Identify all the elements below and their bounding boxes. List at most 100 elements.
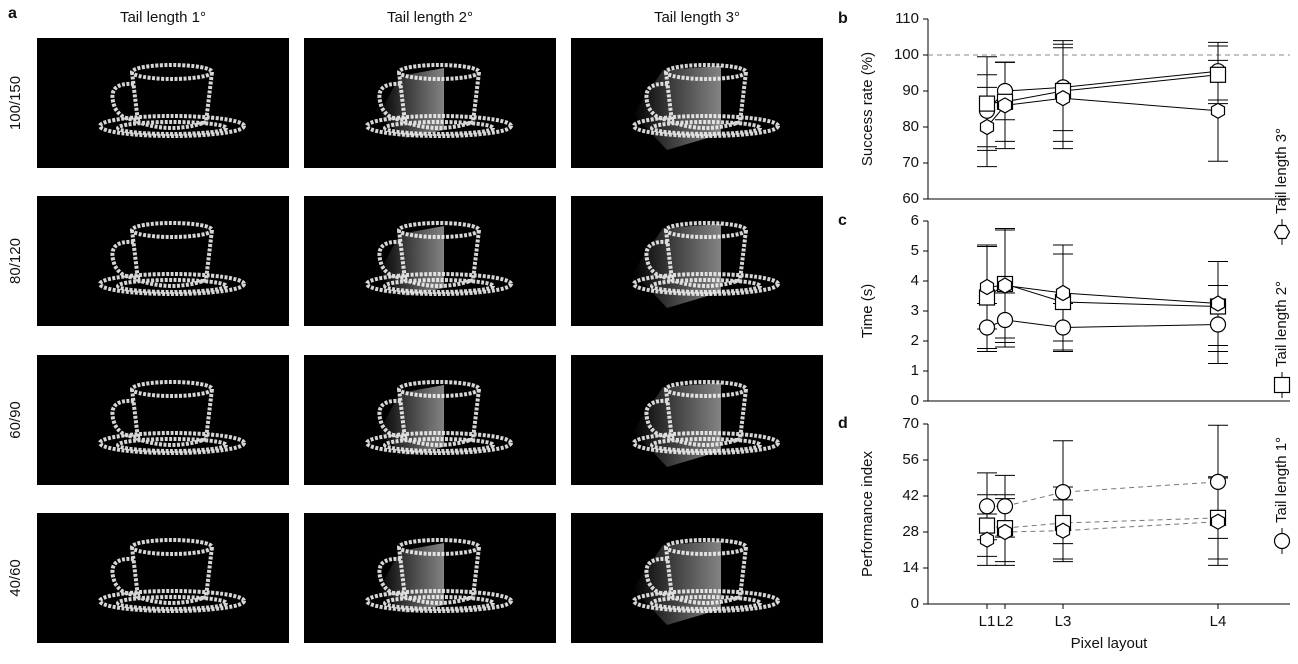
stimulus-image [35, 353, 291, 487]
y-tick-label: 90 [902, 82, 919, 99]
row-label: 100/150 [7, 76, 24, 130]
tail [633, 66, 721, 150]
stimulus-image [302, 36, 558, 170]
cup-image [35, 353, 291, 487]
tail [378, 385, 444, 455]
panel-letter: d [838, 415, 848, 432]
marker-circle [1054, 319, 1072, 336]
legend-item: Tail length 1° [1273, 437, 1291, 554]
series-line [986, 284, 1219, 304]
y-tick-label: 70 [902, 154, 919, 171]
y-tick-label: 0 [911, 392, 919, 409]
marker-hexagon [997, 277, 1013, 294]
stimulus-image [302, 511, 558, 645]
stimulus-image [35, 36, 291, 170]
y-tick-label: 4 [911, 272, 919, 289]
series-line [986, 97, 1219, 128]
y-tick-label: 1 [911, 362, 919, 379]
row-label: 60/90 [7, 401, 24, 439]
marker-hexagon [1055, 284, 1071, 302]
tail [633, 383, 721, 467]
tail [633, 541, 721, 625]
legend-item: Tail length 3° [1273, 128, 1291, 245]
marker-square [1273, 376, 1291, 394]
series-line [986, 521, 1219, 541]
marker-circle [978, 498, 996, 515]
stimulus-image [302, 353, 558, 487]
tail [378, 68, 444, 138]
series-line [986, 517, 1219, 529]
row-label: 80/120 [7, 238, 24, 284]
marker-circle [996, 311, 1014, 329]
marker-hexagon [1210, 102, 1226, 119]
marker-hexagon [1055, 522, 1071, 539]
y-tick-label: 70 [902, 415, 919, 432]
marker-square [978, 95, 996, 112]
marker-hexagon [997, 97, 1013, 114]
panel-letter: b [838, 10, 848, 27]
marker-circle [996, 498, 1014, 515]
y-axis-label: Success rate (%) [859, 52, 876, 166]
x-tick-label: L2 [997, 613, 1014, 630]
stimulus-image [569, 36, 825, 170]
y-tick-label: 60 [902, 190, 919, 207]
marker-circle [1209, 316, 1227, 333]
tail [378, 226, 444, 296]
y-tick-label: 14 [902, 559, 919, 576]
panel-letter: a [8, 5, 17, 22]
y-tick-label: 2 [911, 332, 919, 349]
cup-image [35, 36, 291, 170]
column-header: Tail length 2° [387, 9, 473, 26]
marker-hexagon [979, 118, 995, 136]
y-tick-label: 5 [911, 242, 919, 259]
panel-letter: c [838, 212, 847, 229]
tail [378, 543, 444, 613]
y-tick-label: 80 [902, 118, 919, 135]
marker-circle [978, 319, 996, 336]
y-tick-label: 3 [911, 302, 919, 319]
y-tick-label: 0 [911, 595, 919, 612]
legend-label: Tail length 3° [1273, 128, 1290, 214]
cup-image [35, 194, 291, 328]
y-tick-label: 28 [902, 523, 919, 540]
marker-square [978, 517, 996, 534]
column-header: Tail length 1° [120, 9, 206, 26]
marker-hexagon [997, 523, 1013, 541]
marker-hexagon [979, 531, 995, 548]
stimulus-image [302, 194, 558, 328]
marker-hexagon [1273, 224, 1291, 240]
x-tick-label: L4 [1210, 613, 1227, 630]
marker-hexagon [1210, 295, 1226, 312]
stimulus-image [35, 511, 291, 645]
panel-a: a [8, 5, 17, 22]
marker-square [1209, 66, 1227, 83]
legend-item: Tail length 2° [1273, 281, 1291, 398]
y-tick-label: 56 [902, 451, 919, 468]
marker-hexagon [1055, 90, 1071, 107]
marker-circle [1209, 473, 1227, 490]
y-tick-label: 6 [911, 212, 919, 229]
y-tick-label: 100 [894, 46, 919, 63]
marker-hexagon [1210, 513, 1226, 530]
x-axis-label: Pixel layout [1071, 635, 1149, 652]
row-label: 40/60 [7, 559, 24, 597]
stimulus-image [569, 511, 825, 645]
series-line [986, 70, 1219, 112]
stimulus-image [569, 194, 825, 328]
y-tick-label: 110 [895, 10, 919, 27]
x-tick-label: L1 [979, 613, 996, 630]
stimulus-image [569, 353, 825, 487]
y-axis-label: Performance index [859, 451, 876, 577]
legend-label: Tail length 1° [1273, 437, 1290, 523]
y-axis-label: Time (s) [859, 284, 876, 338]
series-line [986, 319, 1219, 329]
legend-label: Tail length 2° [1273, 281, 1290, 367]
x-tick-label: L3 [1055, 613, 1072, 630]
tail [633, 224, 721, 308]
series-line [986, 283, 1219, 307]
stimulus-image [35, 194, 291, 328]
marker-circle [1273, 532, 1291, 550]
cup-image [35, 511, 291, 645]
